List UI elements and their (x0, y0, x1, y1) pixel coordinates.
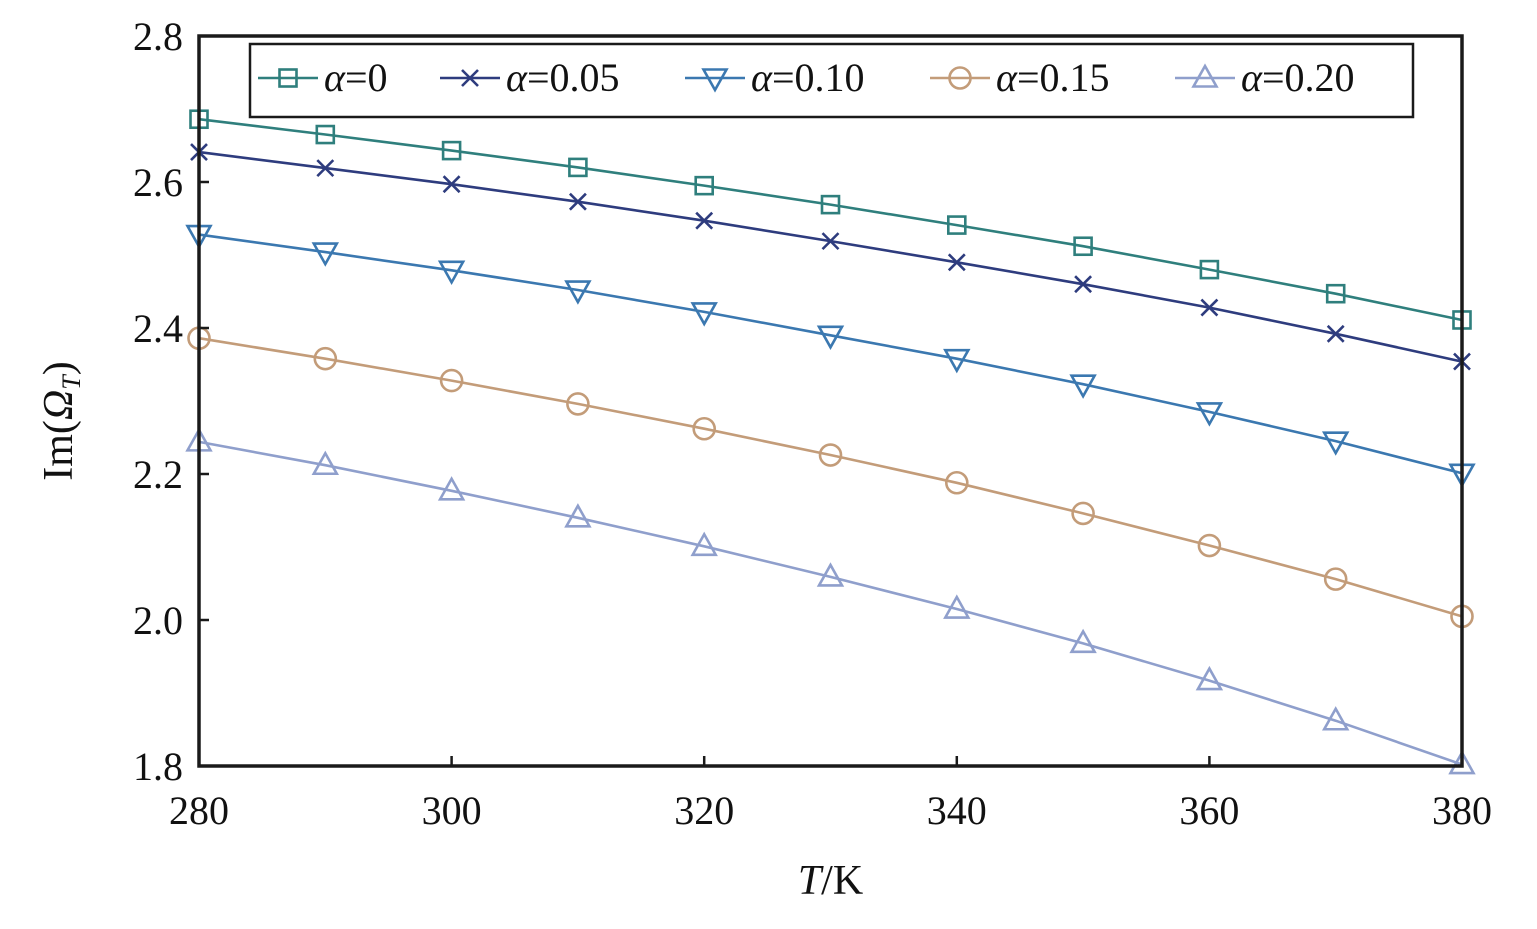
data-point (1200, 298, 1219, 317)
y-axis-title: Im(ΩT) (36, 361, 86, 481)
data-point (311, 450, 340, 476)
y-axis-title-suffix: ) (36, 361, 82, 375)
legend-entry: α=0.15 (930, 55, 1110, 100)
data-point (694, 175, 715, 196)
series-layer (185, 109, 1476, 775)
series-2 (190, 143, 1471, 371)
x-tick-label: 320 (674, 788, 734, 833)
data-point (1195, 402, 1224, 427)
legend-label: α=0 (324, 55, 388, 100)
data-point (695, 211, 714, 230)
y-axis-title-subscript: T (57, 374, 86, 390)
legend-label: α=0.15 (996, 55, 1110, 100)
legend-marker (701, 68, 729, 93)
data-point (564, 503, 592, 528)
data-point (946, 215, 967, 235)
series-line (198, 440, 1463, 766)
y-tick-label: 2.4 (133, 306, 183, 351)
series-4 (187, 326, 1474, 629)
data-point (315, 124, 336, 145)
legend-label: α=0.05 (506, 55, 620, 100)
data-point (943, 594, 971, 619)
data-point (316, 159, 335, 178)
data-point (690, 302, 718, 327)
legend-marker (948, 66, 972, 90)
legend-marker (461, 69, 479, 87)
x-axis-title: T/K (798, 858, 863, 904)
legend-entry: α=0.20 (1175, 55, 1355, 100)
data-point (943, 348, 971, 374)
data-point (818, 443, 843, 467)
data-point (1326, 324, 1345, 343)
legend-box (248, 42, 1415, 119)
data-point (442, 175, 461, 194)
x-axis-title-unit: /K (821, 858, 863, 904)
y-tick-label: 2.2 (133, 452, 183, 497)
data-point (692, 416, 717, 441)
data-point (816, 562, 845, 587)
legend-marker (1191, 63, 1219, 88)
y-tick-label: 1.8 (133, 744, 183, 789)
data-point (564, 280, 592, 305)
legend-entry: α=0 (258, 55, 388, 100)
data-point (820, 194, 841, 215)
legend-marker (278, 68, 298, 88)
data-point (313, 346, 338, 371)
series-1 (189, 109, 1472, 330)
data-point (690, 531, 718, 557)
x-tick-label: 280 (169, 788, 229, 833)
y-tick-label: 2.6 (133, 160, 183, 205)
data-point (1448, 749, 1476, 775)
data-point (1321, 706, 1350, 731)
data-point (441, 140, 462, 161)
legend: α=0 α=0.05 α=0.10 α=0.15 α=0.20 (248, 42, 1415, 119)
y-axis-title-symbol: Ω (36, 390, 82, 420)
data-point (1325, 283, 1346, 304)
axis-ticks: 280 300 320 340 360 380 1.8 2.0 2.2 2.4 2.6 2.8 (133, 14, 1492, 833)
data-point (1197, 533, 1222, 558)
data-point (947, 253, 966, 272)
series-line (198, 117, 1463, 322)
y-axis-title-prefix: Im( (36, 420, 82, 481)
data-point (437, 476, 466, 501)
data-point (1069, 628, 1097, 654)
data-point (1071, 501, 1095, 526)
series-line (198, 233, 1463, 475)
data-point (1321, 431, 1350, 456)
legend-entry: α=0.05 (440, 55, 620, 100)
data-point (1323, 567, 1348, 591)
y-tick-label: 2.0 (133, 598, 183, 643)
series-line (198, 336, 1463, 618)
series-3 (185, 224, 1476, 488)
legend-entry: α=0.10 (685, 55, 865, 100)
data-point (311, 242, 340, 267)
data-point (439, 368, 464, 393)
y-tick-label: 2.8 (133, 14, 183, 59)
x-tick-label: 380 (1432, 788, 1492, 833)
series-5 (185, 427, 1476, 775)
plot-area-frame (197, 34, 1464, 768)
data-point (1074, 275, 1093, 294)
x-tick-label: 300 (422, 788, 482, 833)
data-point (568, 192, 587, 211)
data-point (1069, 374, 1097, 399)
data-point (821, 232, 840, 251)
data-point (944, 470, 969, 495)
data-point (437, 260, 466, 285)
x-axis-title-variable: T (798, 858, 824, 904)
data-point (1195, 665, 1224, 691)
data-point (816, 325, 845, 350)
x-tick-label: 340 (927, 788, 987, 833)
data-point (1199, 259, 1220, 280)
legend-label: α=0.10 (751, 55, 865, 100)
data-point (1073, 236, 1093, 257)
data-point (568, 157, 588, 178)
legend-label: α=0.20 (1241, 55, 1355, 100)
data-point (566, 392, 590, 416)
x-tick-label: 360 (1179, 788, 1239, 833)
